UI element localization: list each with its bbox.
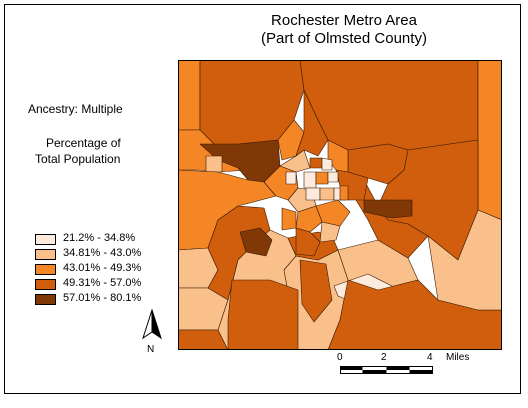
legend-label: 43.01% - 49.3% <box>63 262 142 274</box>
map-region <box>299 60 479 151</box>
scale-bar <box>340 366 433 374</box>
map-region <box>305 187 321 201</box>
scale-units: Miles <box>446 352 470 363</box>
legend-swatch <box>35 249 56 260</box>
map-region <box>309 157 323 169</box>
map-region <box>279 149 311 173</box>
scale-label-4: 4 <box>427 352 433 363</box>
map-region <box>327 171 339 183</box>
legend-label: 34.81% - 43.0% <box>63 247 142 259</box>
north-arrow-label: N <box>147 344 155 355</box>
map-region <box>295 227 321 257</box>
map-region <box>303 171 317 189</box>
legend-label: 57.01% - 80.1% <box>63 292 142 304</box>
legend-swatch <box>35 264 56 275</box>
map-region <box>319 187 335 201</box>
map-region <box>227 279 299 350</box>
map-region <box>427 209 502 311</box>
map-region <box>178 329 229 350</box>
map-region <box>319 221 341 243</box>
legend-swatch <box>35 294 56 305</box>
map-region <box>327 279 502 350</box>
map-region <box>321 157 333 171</box>
legend-swatch <box>35 234 56 245</box>
title-line-1: Rochester Metro Area <box>271 12 417 29</box>
north-arrow-icon <box>142 308 162 340</box>
choropleth-map <box>178 60 502 350</box>
map-region <box>295 89 329 157</box>
map-subtitle: Ancestry: Multiple <box>28 102 123 116</box>
title-line-2: (Part of Olmsted County) <box>261 30 427 47</box>
legend-label: 49.31% - 57.0% <box>63 277 142 289</box>
caption-line-2: Total Population <box>35 152 121 166</box>
map-region <box>299 259 333 323</box>
map-region <box>315 171 329 185</box>
map-region <box>239 227 273 257</box>
map-region <box>477 60 502 221</box>
map-region <box>285 171 297 185</box>
map-region <box>281 207 297 231</box>
legend-swatch <box>35 279 56 290</box>
map-region <box>339 185 349 201</box>
caption-line-1: Percentage of <box>46 136 121 150</box>
map-region <box>363 199 413 219</box>
scale-label-2: 2 <box>381 352 387 363</box>
map-border <box>178 60 502 350</box>
map-region <box>295 205 323 233</box>
scale-label-0: 0 <box>337 352 343 363</box>
map-region <box>178 60 201 131</box>
map-frame <box>4 4 521 394</box>
legend-label: 21.2% - 34.8% <box>63 232 136 244</box>
map-region <box>205 155 223 173</box>
map-title: Rochester Metro Area (Part of Olmsted Co… <box>228 12 460 48</box>
